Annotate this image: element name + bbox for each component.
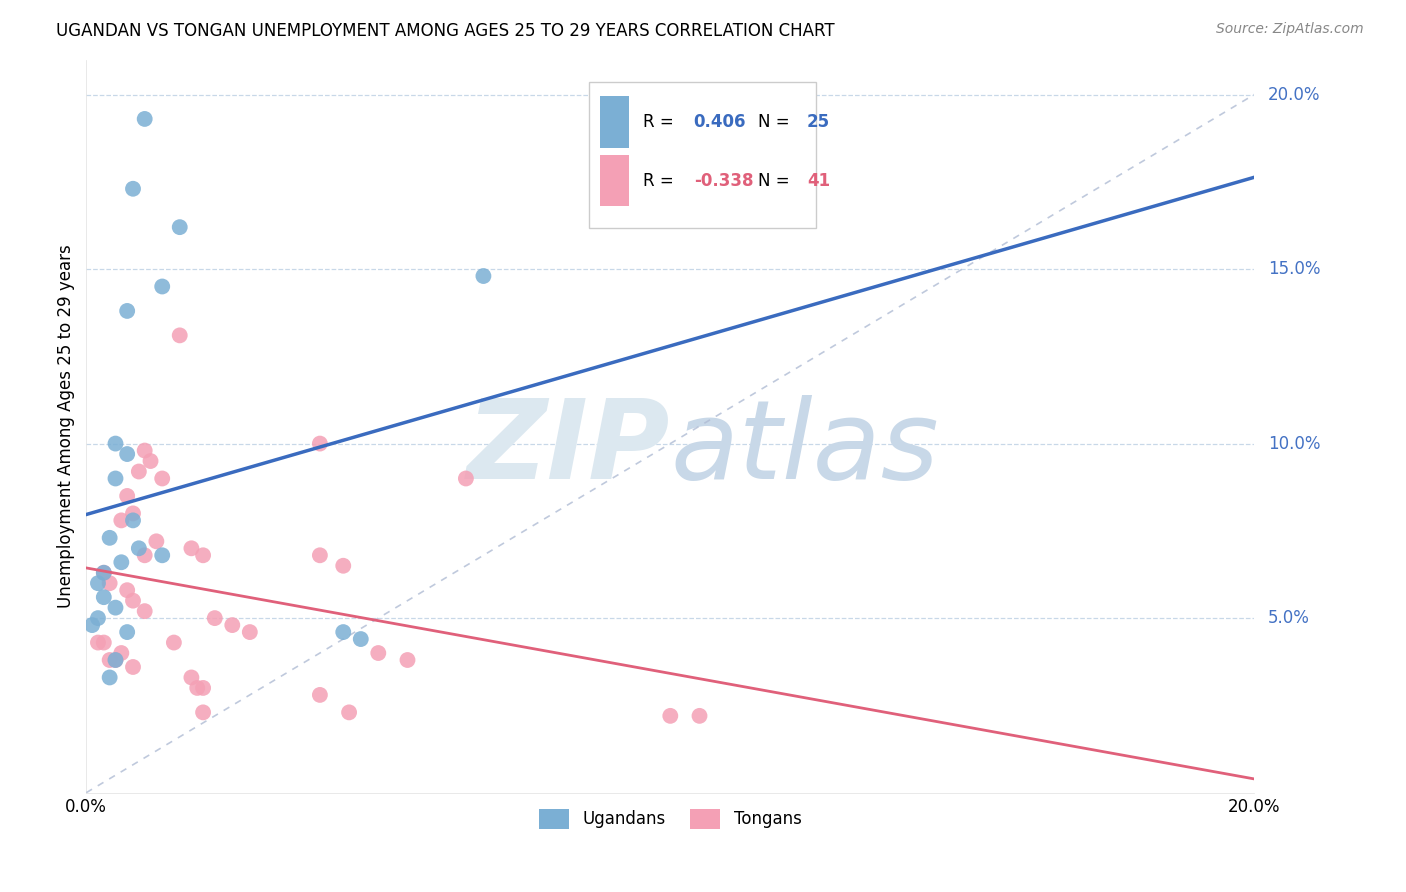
Point <box>110 555 132 569</box>
Point <box>104 653 127 667</box>
Point <box>87 611 110 625</box>
Point <box>93 590 115 604</box>
Point <box>87 576 110 591</box>
Point <box>122 660 145 674</box>
Point <box>104 653 127 667</box>
Point <box>134 112 156 126</box>
Point <box>115 625 138 640</box>
Point <box>115 304 138 318</box>
Text: 10.0%: 10.0% <box>1268 434 1320 452</box>
Point <box>98 531 121 545</box>
Point <box>186 681 208 695</box>
Text: R =: R = <box>644 113 679 131</box>
Text: ZIP: ZIP <box>467 394 671 501</box>
Point <box>128 541 150 556</box>
Point <box>134 604 156 618</box>
Point <box>239 625 262 640</box>
Point <box>115 583 138 598</box>
Text: UGANDAN VS TONGAN UNEMPLOYMENT AMONG AGES 25 TO 29 YEARS CORRELATION CHART: UGANDAN VS TONGAN UNEMPLOYMENT AMONG AGE… <box>56 22 835 40</box>
Point <box>367 646 389 660</box>
Point <box>87 635 110 649</box>
Text: N =: N = <box>758 113 794 131</box>
Point <box>169 328 191 343</box>
Point <box>472 268 495 283</box>
Point <box>332 558 354 573</box>
Point <box>689 709 711 723</box>
Point <box>98 653 121 667</box>
Point <box>98 576 121 591</box>
Point <box>337 706 360 720</box>
Point <box>350 632 373 646</box>
Y-axis label: Unemployment Among Ages 25 to 29 years: Unemployment Among Ages 25 to 29 years <box>58 244 75 608</box>
Point <box>145 534 167 549</box>
Point <box>134 549 156 563</box>
Point <box>82 618 104 632</box>
Text: 15.0%: 15.0% <box>1268 260 1320 278</box>
Bar <box>600 96 630 147</box>
Point <box>139 454 162 468</box>
Point <box>122 513 145 527</box>
Point <box>191 706 214 720</box>
Point <box>122 182 145 196</box>
Point <box>104 436 127 450</box>
Point <box>191 681 214 695</box>
Point <box>169 220 191 235</box>
Point <box>309 688 332 702</box>
Bar <box>600 155 630 206</box>
Point <box>115 489 138 503</box>
Point <box>332 625 354 640</box>
Point <box>204 611 226 625</box>
Point <box>104 600 127 615</box>
Point <box>122 507 145 521</box>
Text: atlas: atlas <box>671 394 939 501</box>
Text: 0.406: 0.406 <box>693 113 747 131</box>
FancyBboxPatch shape <box>589 81 817 228</box>
Text: N =: N = <box>758 171 794 190</box>
Point <box>93 566 115 580</box>
Text: 5.0%: 5.0% <box>1268 609 1310 627</box>
Text: R =: R = <box>644 171 679 190</box>
Point <box>104 471 127 485</box>
Point <box>396 653 419 667</box>
Point <box>221 618 243 632</box>
Text: 25: 25 <box>807 113 830 131</box>
Point <box>93 566 115 580</box>
Point <box>110 513 132 527</box>
Point <box>93 635 115 649</box>
Point <box>180 670 202 684</box>
Legend: Ugandans, Tongans: Ugandans, Tongans <box>533 802 808 836</box>
Point <box>309 436 332 450</box>
Point <box>191 549 214 563</box>
Point <box>122 593 145 607</box>
Point <box>115 447 138 461</box>
Text: -0.338: -0.338 <box>693 171 754 190</box>
Text: 41: 41 <box>807 171 830 190</box>
Point <box>454 471 477 485</box>
Point <box>659 709 682 723</box>
Point <box>163 635 186 649</box>
Text: 20.0%: 20.0% <box>1268 86 1320 103</box>
Point <box>110 646 132 660</box>
Text: Source: ZipAtlas.com: Source: ZipAtlas.com <box>1216 22 1364 37</box>
Point <box>150 549 173 563</box>
Point <box>150 279 173 293</box>
Point <box>150 471 173 485</box>
Point <box>98 670 121 684</box>
Point <box>128 465 150 479</box>
Point <box>134 443 156 458</box>
Point <box>180 541 202 556</box>
Point <box>309 549 332 563</box>
